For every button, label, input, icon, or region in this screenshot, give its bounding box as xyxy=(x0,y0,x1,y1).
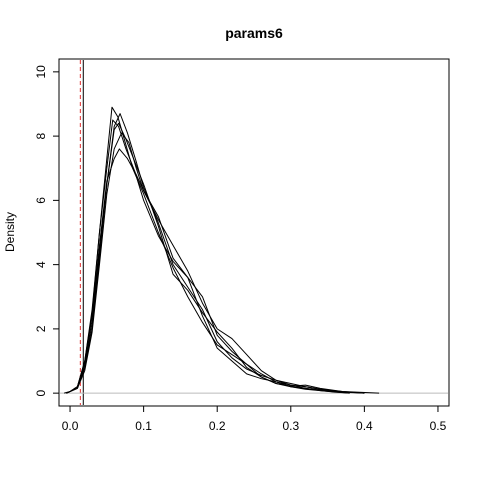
x-axis: 0.0 0.1 0.2 0.3 0.4 0.5 xyxy=(62,405,447,433)
density-curve-3 xyxy=(66,132,380,394)
chart-title: params6 xyxy=(225,25,283,41)
plot-frame xyxy=(58,58,450,407)
density-curve-1 xyxy=(64,106,350,394)
series-layer xyxy=(64,106,380,394)
y-tick-label: 6 xyxy=(34,197,48,204)
density-curve-4 xyxy=(66,148,365,394)
x-tick-label: 0.3 xyxy=(282,419,299,433)
y-tick-label: 10 xyxy=(34,65,48,79)
x-tick-label: 0.5 xyxy=(430,419,447,433)
y-axis-label: Density xyxy=(3,212,17,252)
x-tick-label: 0.4 xyxy=(356,419,373,433)
y-tick-label: 0 xyxy=(34,389,48,396)
y-tick-label: 4 xyxy=(34,261,48,268)
x-tick-label: 0.1 xyxy=(135,419,152,433)
density-curve-6 xyxy=(66,122,365,394)
x-tick-label: 0.0 xyxy=(62,419,79,433)
y-tick-label: 2 xyxy=(34,325,48,332)
reference-lines xyxy=(79,60,84,405)
y-tick-label: 8 xyxy=(34,132,48,139)
density-curve-5 xyxy=(66,119,350,394)
x-tick-label: 0.2 xyxy=(209,419,226,433)
y-axis: 0 2 4 6 8 10 xyxy=(34,65,60,396)
